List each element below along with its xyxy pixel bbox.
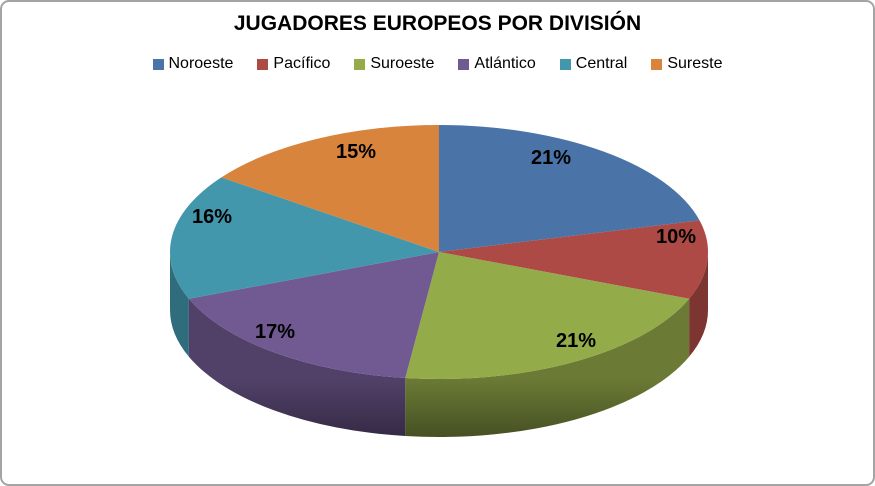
legend-label-central: Central xyxy=(575,55,628,72)
data-label-sureste: 15% xyxy=(336,141,376,163)
legend-swatch-pacifico xyxy=(257,58,269,70)
legend-label-suroeste: Suroeste xyxy=(370,55,435,72)
legend-item-central[interactable]: Central xyxy=(559,55,628,72)
pie-slice-side-pacifico xyxy=(689,252,708,357)
legend-item-pacifico[interactable]: Pacífico xyxy=(257,56,330,72)
pie-slice-noroeste[interactable] xyxy=(439,125,700,252)
legend-item-atlantico[interactable]: Atlántico xyxy=(458,55,536,72)
data-label-atlantico: 17% xyxy=(255,321,295,343)
pie-slice-side-suroeste xyxy=(405,298,690,438)
pie-slice-sureste[interactable] xyxy=(221,124,439,252)
pie-slice-side-atlantico xyxy=(188,298,406,436)
data-label-pacifico: 10% xyxy=(656,226,696,248)
pie-slice-suroeste[interactable] xyxy=(405,252,690,380)
data-label-noroeste: 21% xyxy=(531,147,571,169)
legend-swatch-noroeste xyxy=(152,58,164,70)
data-label-suroeste: 21% xyxy=(556,330,596,352)
chart-title: JUGADORES EUROPEOS POR DIVISIÓN xyxy=(233,12,642,35)
legend-swatch-sureste xyxy=(651,58,663,70)
legend-item-noroeste[interactable]: Noroeste xyxy=(152,55,234,72)
pie-slice-pacifico[interactable] xyxy=(439,220,708,299)
legend-swatch-atlantico xyxy=(458,58,470,70)
legend-item-sureste[interactable]: Sureste xyxy=(651,56,722,72)
legend-label-sureste: Sureste xyxy=(667,55,723,72)
pie-slice-atlantico[interactable] xyxy=(188,252,439,378)
legend: Noroeste Pacífico Suroeste Atlántico Central… xyxy=(2,56,873,72)
pie-slice-central[interactable] xyxy=(169,177,439,299)
legend-label-noroeste: Noroeste xyxy=(168,55,234,72)
data-label-central: 16% xyxy=(192,206,232,228)
legend-label-atlantico: Atlántico xyxy=(474,55,536,72)
legend-label-pacifico: Pacífico xyxy=(273,55,331,72)
pie-slice-side-central xyxy=(170,252,189,357)
legend-swatch-central xyxy=(559,58,571,70)
legend-swatch-suroeste xyxy=(354,58,366,70)
legend-item-suroeste[interactable]: Suroeste xyxy=(354,56,434,72)
